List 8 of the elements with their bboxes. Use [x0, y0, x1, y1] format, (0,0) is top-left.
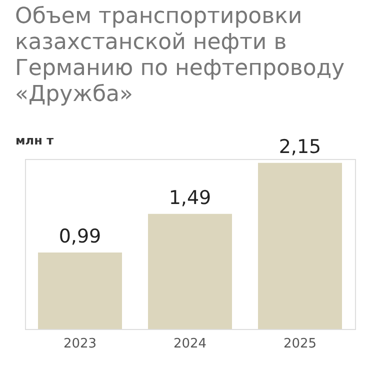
data-label: 1,49 [168, 186, 212, 209]
x-tick-label: 2024 [173, 336, 207, 352]
y-axis-title: млн т [16, 134, 54, 148]
x-tick-label: 2023 [63, 336, 97, 352]
data-label: 2,15 [278, 136, 322, 158]
data-label: 0,99 [58, 226, 102, 248]
chart-title: Объем транспортировки казахстанской нефти в Германию по нефтепроводу «Дружба» [15, 4, 345, 107]
x-tick-label: 2025 [283, 336, 317, 352]
